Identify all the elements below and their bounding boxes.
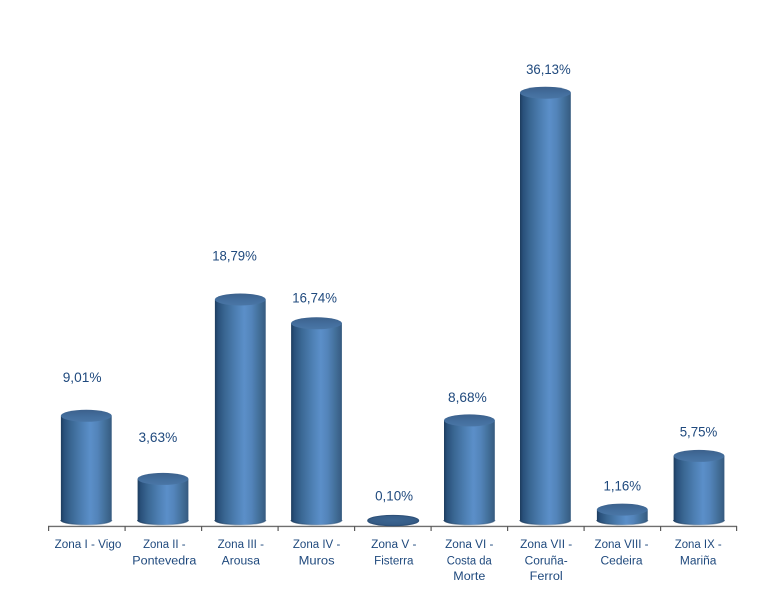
svg-text:18,79%: 18,79% <box>212 248 257 264</box>
svg-text:Zona IX -: Zona IX - <box>675 539 722 551</box>
svg-text:Zona V -: Zona V - <box>371 539 417 551</box>
svg-text:Coruña-: Coruña- <box>525 555 568 567</box>
svg-text:Zona VII -: Zona VII - <box>520 539 572 551</box>
svg-text:9,01%: 9,01% <box>63 369 102 385</box>
svg-text:Zona I - Vigo: Zona I - Vigo <box>55 539 122 551</box>
svg-text:Zona VI -: Zona VI - <box>445 539 494 551</box>
svg-text:36,13%: 36,13% <box>526 61 571 77</box>
svg-text:Zona III -: Zona III - <box>218 539 265 551</box>
svg-text:Fisterra: Fisterra <box>374 555 414 567</box>
svg-text:Mariña: Mariña <box>680 555 717 567</box>
svg-text:5,75%: 5,75% <box>680 424 718 440</box>
svg-text:16,74%: 16,74% <box>292 290 337 306</box>
svg-text:Muros: Muros <box>299 555 335 567</box>
svg-text:1,16%: 1,16% <box>604 478 642 494</box>
svg-text:Costa da: Costa da <box>447 555 493 567</box>
svg-text:Pontevedra: Pontevedra <box>132 555 197 567</box>
svg-text:Arousa: Arousa <box>222 555 261 567</box>
svg-text:8,68%: 8,68% <box>448 389 487 405</box>
svg-text:Ferrol: Ferrol <box>530 571 563 583</box>
svg-text:0,10%: 0,10% <box>375 487 413 503</box>
svg-text:Zona IV -: Zona IV - <box>293 539 341 551</box>
svg-text:Cedeira: Cedeira <box>601 555 644 567</box>
svg-text:Morte: Morte <box>453 571 485 583</box>
svg-text:3,63%: 3,63% <box>139 429 178 445</box>
svg-text:Zona II -: Zona II - <box>143 539 186 551</box>
svg-text:Zona VIII -: Zona VIII - <box>595 539 649 551</box>
